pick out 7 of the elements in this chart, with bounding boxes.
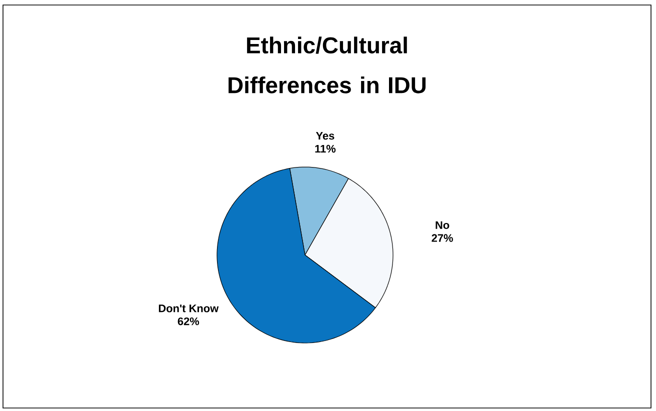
data-label: 11% [315, 144, 336, 153]
data-label: 62% [178, 317, 200, 326]
chart-title: Ethnic/Cultural Differences in IDU [228, 36, 426, 94]
slice-label: No [436, 221, 450, 229]
slice-label: Yes [316, 132, 334, 140]
data-label: 27% [432, 234, 453, 242]
slice-label: Don't Know [158, 304, 219, 312]
